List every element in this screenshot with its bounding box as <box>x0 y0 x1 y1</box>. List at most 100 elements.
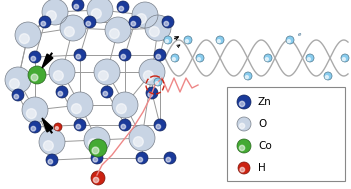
Circle shape <box>60 15 86 41</box>
Circle shape <box>185 40 188 43</box>
Circle shape <box>154 78 162 86</box>
Circle shape <box>56 86 68 98</box>
Circle shape <box>342 58 345 61</box>
Circle shape <box>239 123 245 129</box>
Circle shape <box>46 154 58 166</box>
Circle shape <box>49 59 75 85</box>
Circle shape <box>91 171 105 185</box>
Circle shape <box>117 104 126 114</box>
Circle shape <box>196 54 204 62</box>
Circle shape <box>132 2 158 28</box>
Circle shape <box>105 17 131 43</box>
Circle shape <box>154 119 166 131</box>
Circle shape <box>93 177 99 183</box>
Circle shape <box>286 36 294 44</box>
Text: Zn: Zn <box>258 97 272 107</box>
Circle shape <box>172 58 176 61</box>
Circle shape <box>131 21 135 26</box>
Circle shape <box>28 66 46 84</box>
Circle shape <box>110 29 119 39</box>
Circle shape <box>139 59 165 85</box>
Circle shape <box>46 11 56 21</box>
Circle shape <box>217 40 220 43</box>
Circle shape <box>119 119 131 131</box>
Circle shape <box>74 4 79 9</box>
Circle shape <box>87 0 113 23</box>
Circle shape <box>65 27 74 37</box>
Circle shape <box>76 54 81 59</box>
Text: Co: Co <box>258 141 272 151</box>
Circle shape <box>119 6 124 11</box>
Circle shape <box>74 49 86 61</box>
Circle shape <box>324 72 332 80</box>
Circle shape <box>5 67 31 93</box>
Circle shape <box>54 123 62 131</box>
Circle shape <box>129 125 155 151</box>
Circle shape <box>197 58 200 61</box>
Circle shape <box>184 36 192 44</box>
Circle shape <box>39 16 51 28</box>
Circle shape <box>162 16 174 28</box>
Circle shape <box>89 139 107 157</box>
Circle shape <box>325 76 329 79</box>
Circle shape <box>145 15 171 41</box>
Circle shape <box>26 109 36 119</box>
Circle shape <box>264 54 272 62</box>
FancyBboxPatch shape <box>227 87 345 181</box>
Circle shape <box>88 139 98 149</box>
Circle shape <box>112 92 138 118</box>
Circle shape <box>245 76 249 79</box>
Text: O: O <box>258 119 266 129</box>
Circle shape <box>237 117 251 131</box>
Circle shape <box>121 124 126 129</box>
Circle shape <box>156 124 161 129</box>
Circle shape <box>164 152 176 164</box>
Circle shape <box>67 92 93 118</box>
Circle shape <box>48 159 53 164</box>
Circle shape <box>39 129 65 155</box>
Circle shape <box>166 157 171 162</box>
Circle shape <box>239 145 245 151</box>
Circle shape <box>144 71 153 81</box>
Circle shape <box>156 54 161 59</box>
Circle shape <box>55 127 58 130</box>
Circle shape <box>240 167 245 172</box>
Circle shape <box>84 127 110 153</box>
Circle shape <box>58 91 62 96</box>
Circle shape <box>146 87 158 99</box>
Circle shape <box>265 58 269 61</box>
Circle shape <box>42 0 68 25</box>
Circle shape <box>19 34 29 44</box>
Circle shape <box>31 56 35 61</box>
Circle shape <box>237 139 251 153</box>
Circle shape <box>71 104 81 114</box>
Circle shape <box>155 82 158 85</box>
Circle shape <box>44 141 53 151</box>
Circle shape <box>164 36 172 44</box>
Circle shape <box>41 21 46 26</box>
Circle shape <box>306 54 314 62</box>
Text: e: e <box>298 32 302 37</box>
Circle shape <box>94 59 120 85</box>
Circle shape <box>287 40 290 43</box>
Circle shape <box>150 27 159 37</box>
Circle shape <box>101 86 113 98</box>
Circle shape <box>165 40 168 43</box>
Circle shape <box>237 95 251 109</box>
Circle shape <box>164 21 168 26</box>
Circle shape <box>244 72 252 80</box>
Circle shape <box>92 147 99 154</box>
Circle shape <box>216 36 224 44</box>
Circle shape <box>14 94 19 99</box>
Circle shape <box>133 137 143 147</box>
Circle shape <box>103 91 108 96</box>
Circle shape <box>341 54 349 62</box>
Circle shape <box>98 71 108 81</box>
Circle shape <box>136 152 148 164</box>
Circle shape <box>239 101 245 107</box>
Circle shape <box>121 54 126 59</box>
Text: H: H <box>258 163 266 173</box>
Circle shape <box>84 16 96 28</box>
Circle shape <box>119 49 131 61</box>
Circle shape <box>53 71 63 81</box>
